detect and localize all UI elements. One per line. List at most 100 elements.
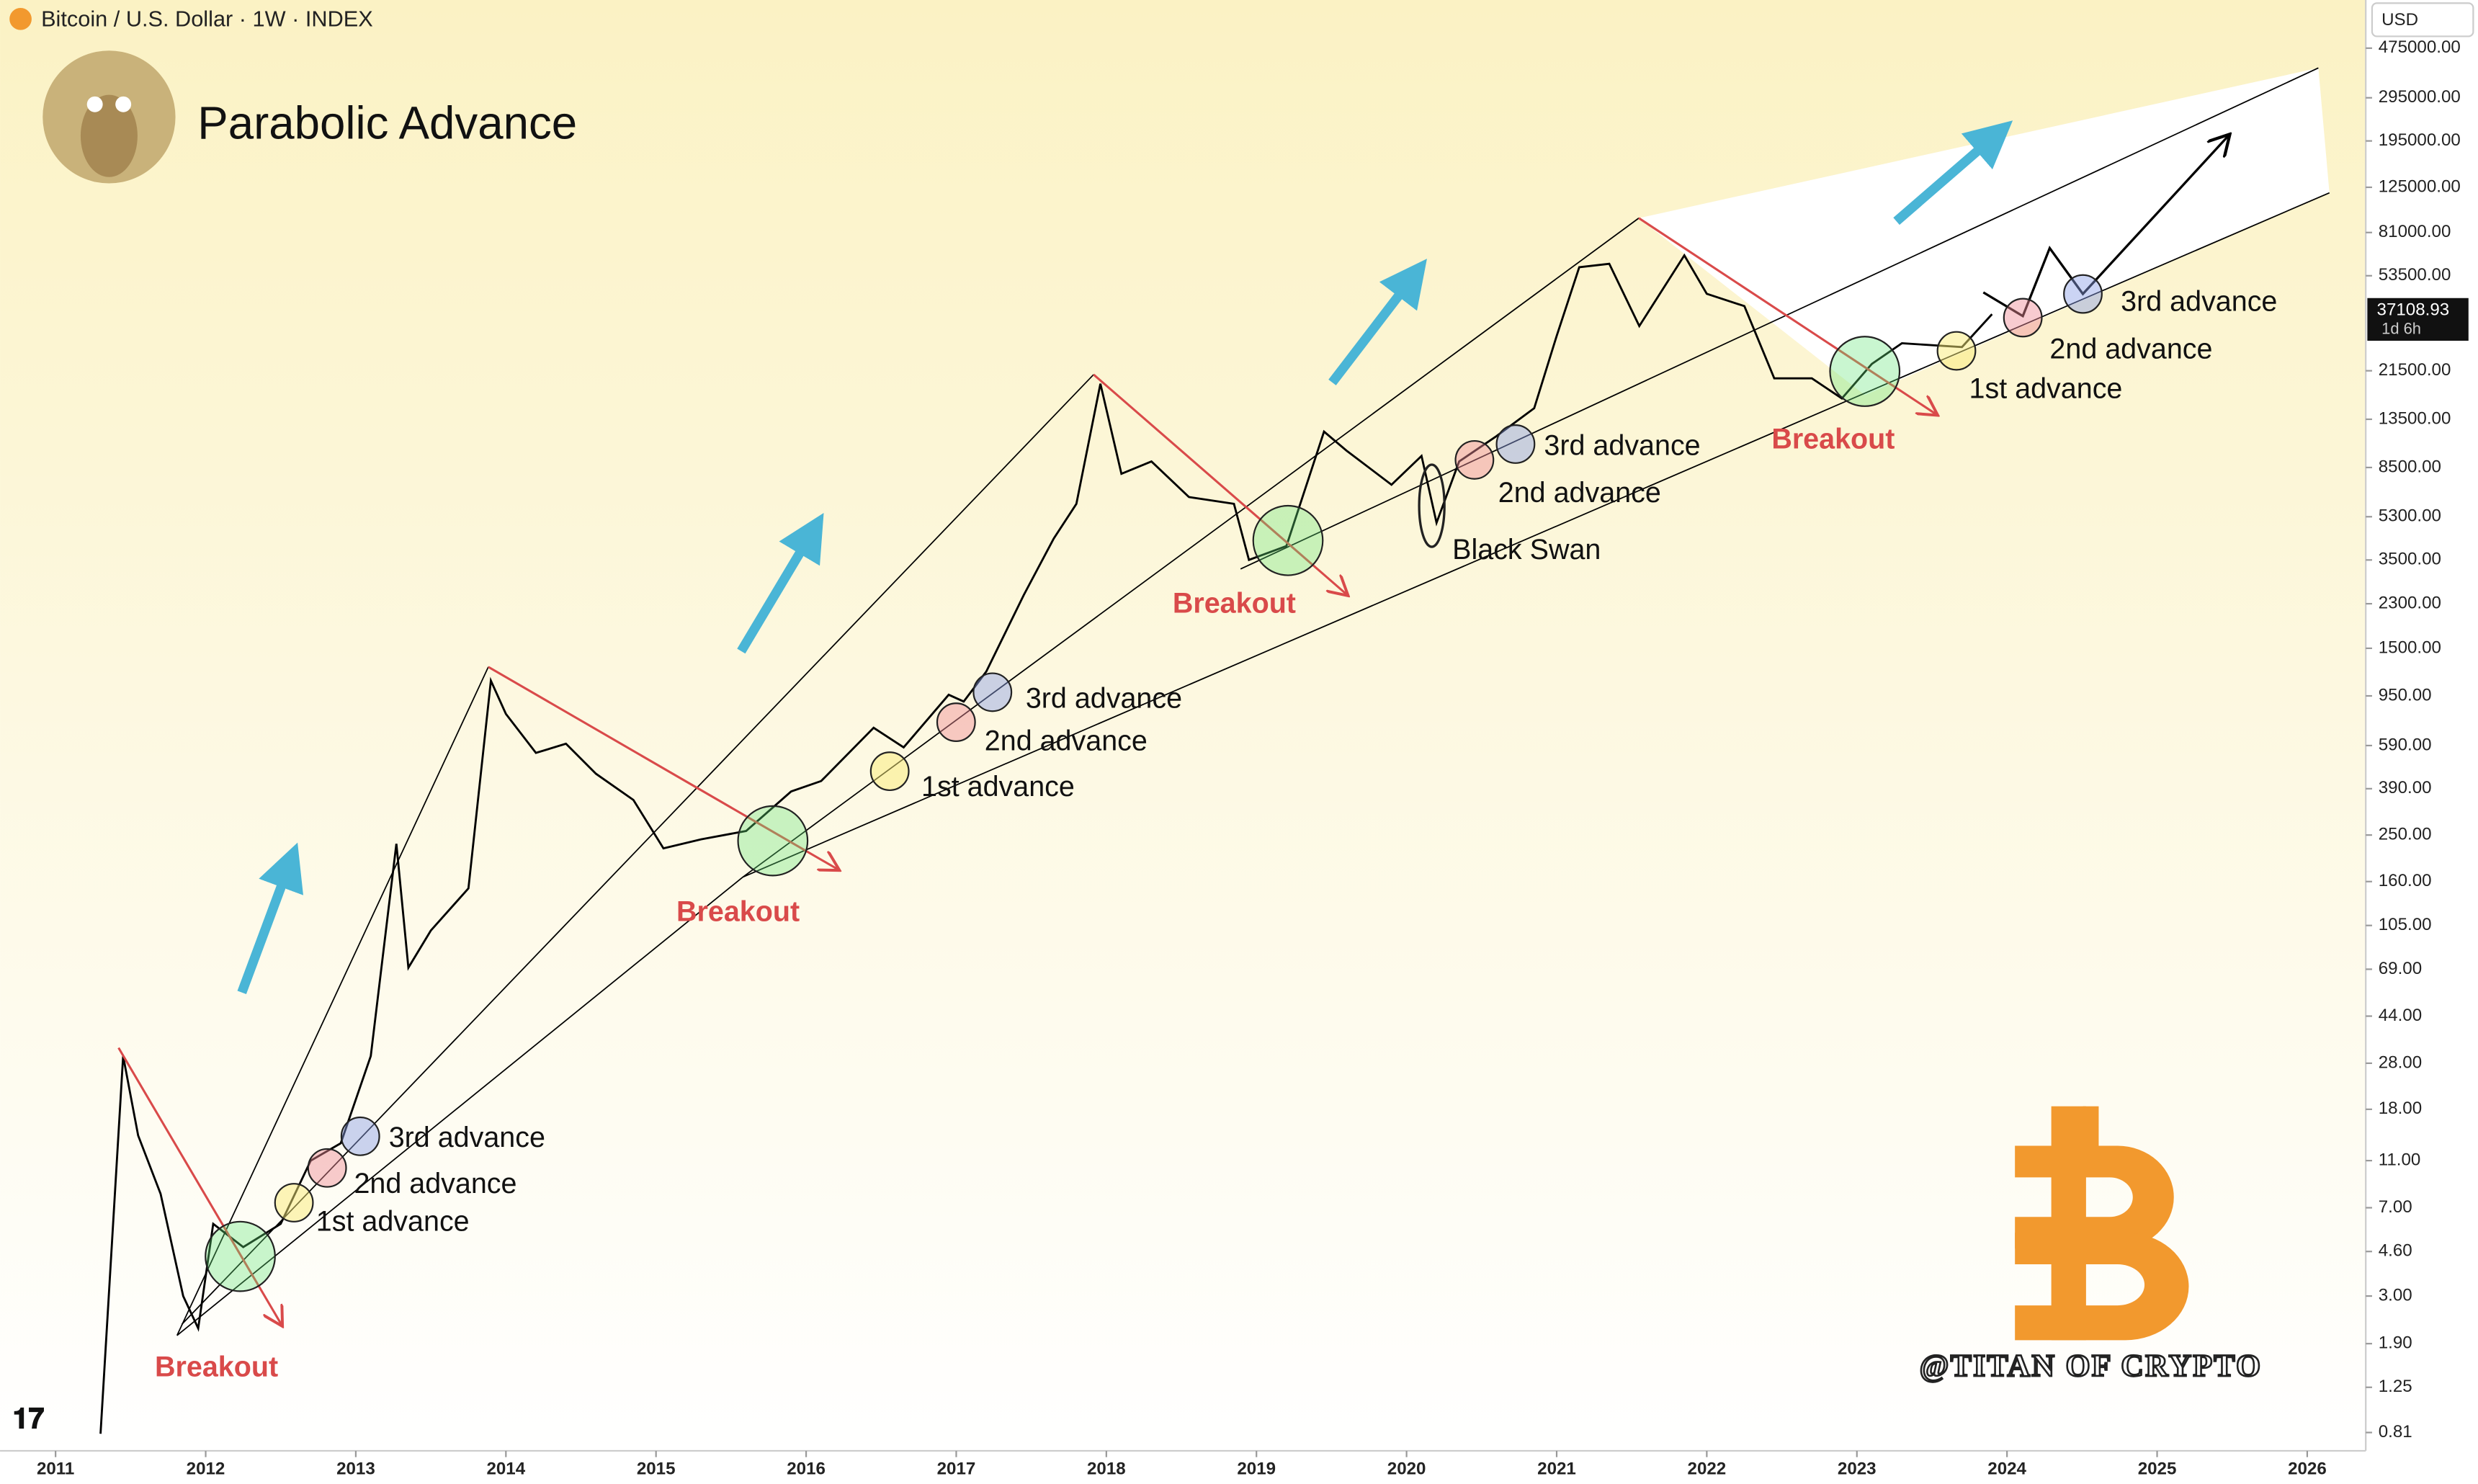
x-tick-label: 2013: [336, 1460, 375, 1479]
y-tick-label: 18.00: [2379, 1099, 2422, 1118]
x-tick-label: 2012: [187, 1460, 225, 1479]
advance-circle: [1936, 331, 1977, 371]
last-price: 37108.93: [2377, 300, 2450, 320]
logo-bowl: [2015, 1145, 2174, 1249]
currency-select[interactable]: [2371, 2, 2474, 37]
annotation: 3rd advance: [389, 1122, 545, 1153]
channel-line: [181, 374, 1094, 1326]
x-tick-label: 2025: [2138, 1460, 2177, 1479]
up-arrow: [1328, 259, 1427, 385]
y-tick-label: 105.00: [2379, 915, 2432, 934]
logo-mark: 𝟏𝟕: [13, 1403, 45, 1435]
x-tick-label: 2026: [2288, 1460, 2327, 1479]
y-tick-label: 5300.00: [2379, 506, 2441, 526]
downtrend: [117, 1047, 282, 1325]
breakout-circle: [737, 805, 809, 877]
up-arrow: [237, 842, 303, 995]
last-price-box: [2367, 298, 2469, 341]
advance-circle: [2003, 298, 2043, 338]
y-tick-label: 475000.00: [2379, 37, 2461, 57]
black-swan-ellipse: [1418, 463, 1446, 548]
y-tick-label: 69.00: [2379, 959, 2422, 978]
y-tick-label: 125000.00: [2379, 176, 2461, 196]
avatar-eye: [86, 96, 103, 112]
y-tick-label: 81000.00: [2379, 222, 2451, 241]
price-line: [99, 253, 1993, 1434]
annotation: Breakout: [1771, 423, 1895, 455]
y-tick-label: 21500.00: [2379, 360, 2451, 380]
y-tick-label: 3500.00: [2379, 550, 2441, 569]
y-tick-label: 160.00: [2379, 871, 2432, 890]
downtrends: [117, 217, 1936, 1325]
breakout-circle: [205, 1220, 276, 1292]
up-arrow: [737, 512, 824, 654]
advance-circle: [2063, 274, 2103, 314]
y-tick-label: 195000.00: [2379, 130, 2461, 150]
annotation: 1st advance: [316, 1205, 470, 1237]
x-tick-label: 2015: [637, 1460, 676, 1479]
up-arrows: [237, 120, 2013, 995]
y-tick-label: 4.60: [2379, 1241, 2412, 1261]
x-tick-label: 2014: [486, 1460, 525, 1479]
y-tick-label: 1.90: [2379, 1333, 2412, 1353]
y-tick-label: 250.00: [2379, 825, 2432, 844]
symbol-icon: [9, 7, 32, 30]
x-tick-label: 2018: [1087, 1460, 1126, 1479]
annotation: 1st advance: [1969, 372, 2123, 404]
y-tick-label: 2300.00: [2379, 593, 2441, 612]
annotation: 3rd advance: [1026, 682, 1182, 714]
circles: [205, 274, 2103, 1292]
countdown: 1d 6h: [2381, 319, 2421, 337]
avatar-eye: [115, 96, 132, 112]
x-tick-label: 2020: [1387, 1460, 1426, 1479]
breakout-circle: [1829, 336, 1901, 407]
annotation: 1st advance: [921, 771, 1075, 803]
projection: [1982, 136, 2228, 318]
channel-line: [176, 876, 743, 1336]
x-tick-label: 2011: [37, 1460, 74, 1479]
advance-circle: [307, 1148, 347, 1188]
channel-fill: [1639, 68, 2330, 395]
y-tick-label: 11.00: [2379, 1150, 2421, 1169]
advance-circle: [972, 672, 1013, 712]
y-tick-label: 1.25: [2379, 1377, 2412, 1396]
y-tick-label: 0.81: [2379, 1422, 2412, 1441]
annotation: Breakout: [1173, 588, 1296, 620]
annotation: Breakout: [155, 1351, 278, 1382]
downtrend: [1093, 373, 1346, 594]
currency[interactable]: USD: [2381, 10, 2418, 30]
axes: 0.81 1.25 1.90 3.00 4.60 7.00 11.00 18.00 28.00 4…: [37, 37, 2469, 1479]
downtrend: [1638, 217, 1936, 414]
x-tick-label: 2024: [1987, 1460, 2026, 1479]
advance-circle: [869, 751, 910, 792]
chart-title: Parabolic Advance: [197, 97, 577, 148]
y-tick-label: 950.00: [2379, 685, 2432, 705]
annotation: 2nd advance: [2049, 333, 2212, 365]
annotation: 3rd advance: [1544, 429, 1700, 461]
annotation: Breakout: [676, 895, 800, 927]
y-tick-label: 28.00: [2379, 1052, 2422, 1072]
y-tick-label: 3.00: [2379, 1285, 2412, 1305]
y-tick-label: 8500.00: [2379, 457, 2441, 476]
y-tick-label: 390.00: [2379, 778, 2432, 797]
y-tick-label: 7.00: [2379, 1197, 2412, 1217]
annotation: Black Swan: [1452, 534, 1601, 566]
avatar-face: [80, 94, 138, 177]
channel-line: [742, 192, 2330, 878]
y-tick-label: 590.00: [2379, 735, 2432, 754]
up-arrow: [1893, 120, 2013, 225]
annotation: 3rd advance: [2121, 286, 2277, 318]
annotation: 2nd advance: [1498, 477, 1661, 509]
advance-circle: [1495, 424, 1536, 464]
advance-circle: [274, 1183, 314, 1222]
y-tick-label: 13500.00: [2379, 408, 2451, 428]
time-axis-panel: [0, 1450, 2478, 1484]
header: Bitcoin / U.S. Dollar · 1W · INDEX: [41, 6, 373, 32]
y-tick-label: 1500.00: [2379, 638, 2441, 657]
price-axis-panel: [2366, 0, 2478, 1484]
avatar: [43, 50, 176, 184]
breakout-circle: [1252, 504, 1324, 576]
annotation: 2nd advance: [985, 725, 1148, 757]
